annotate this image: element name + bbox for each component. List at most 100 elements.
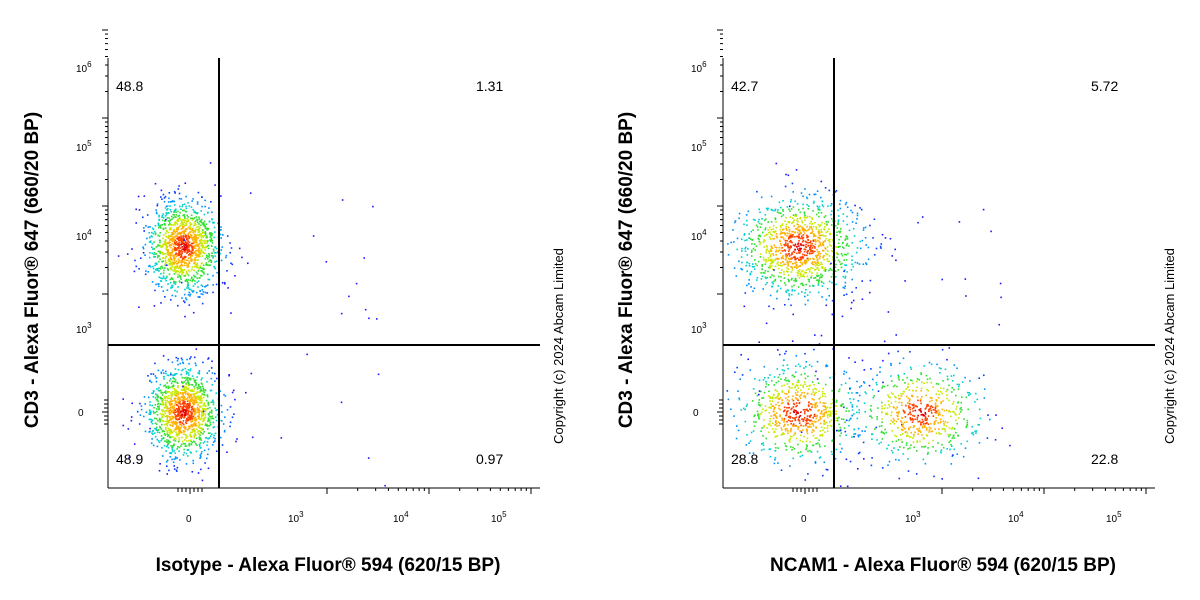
event-point bbox=[166, 459, 169, 462]
event-point bbox=[924, 411, 926, 414]
event-point bbox=[166, 439, 168, 441]
event-point bbox=[819, 277, 821, 279]
event-point bbox=[801, 255, 804, 258]
event-point bbox=[212, 248, 215, 251]
event-point bbox=[822, 249, 824, 252]
event-point bbox=[753, 415, 755, 417]
y-tick-label: 0 bbox=[78, 408, 84, 419]
event-point bbox=[786, 410, 788, 413]
event-point bbox=[187, 279, 190, 281]
event-point bbox=[757, 414, 759, 416]
event-point bbox=[816, 279, 818, 282]
event-point bbox=[207, 437, 209, 440]
event-point bbox=[918, 409, 920, 411]
event-point bbox=[174, 295, 177, 297]
event-point bbox=[177, 254, 179, 257]
event-point bbox=[209, 236, 212, 238]
event-point bbox=[765, 249, 768, 252]
event-point bbox=[844, 281, 847, 284]
event-point bbox=[939, 372, 941, 374]
event-point bbox=[814, 437, 817, 439]
event-point bbox=[214, 184, 216, 186]
event-point bbox=[834, 191, 837, 193]
event-point bbox=[192, 402, 194, 404]
event-point bbox=[809, 268, 811, 271]
event-point bbox=[171, 445, 174, 448]
event-point bbox=[152, 444, 155, 447]
event-point bbox=[196, 237, 199, 239]
event-point bbox=[773, 280, 775, 283]
event-point bbox=[163, 430, 166, 433]
event-point bbox=[348, 295, 350, 298]
event-point bbox=[812, 245, 814, 247]
event-point bbox=[170, 373, 172, 376]
event-point bbox=[157, 256, 159, 259]
event-point bbox=[204, 416, 207, 418]
event-point bbox=[208, 278, 211, 281]
event-point bbox=[190, 413, 193, 416]
event-point bbox=[759, 241, 762, 244]
event-point bbox=[152, 392, 154, 394]
event-point bbox=[174, 270, 177, 273]
event-point bbox=[164, 219, 166, 222]
event-point bbox=[208, 252, 210, 255]
event-point bbox=[803, 213, 806, 215]
event-point bbox=[177, 247, 180, 250]
event-point bbox=[782, 372, 785, 375]
event-point bbox=[775, 447, 777, 449]
event-point bbox=[200, 414, 203, 417]
event-point bbox=[869, 224, 871, 227]
event-point bbox=[177, 385, 179, 387]
event-point bbox=[164, 215, 167, 217]
event-point bbox=[807, 388, 810, 390]
event-point bbox=[806, 225, 808, 228]
event-point bbox=[931, 399, 933, 402]
event-point bbox=[813, 200, 815, 203]
event-point bbox=[937, 409, 939, 412]
event-point bbox=[159, 232, 161, 234]
event-point bbox=[823, 216, 826, 219]
event-point bbox=[881, 233, 884, 236]
event-point bbox=[173, 244, 175, 246]
event-point bbox=[950, 463, 953, 465]
event-point bbox=[224, 281, 226, 284]
panel-isotype: 106 105 104 103 0 0 103 104 105 48.8 1.3… bbox=[22, 29, 566, 576]
event-point bbox=[796, 246, 798, 248]
event-point bbox=[162, 244, 165, 246]
event-point bbox=[178, 428, 181, 431]
event-point bbox=[166, 433, 168, 435]
event-point bbox=[807, 238, 809, 241]
event-point bbox=[938, 432, 940, 434]
event-point bbox=[199, 437, 201, 439]
event-point bbox=[165, 395, 168, 398]
event-point bbox=[799, 259, 802, 262]
event-point bbox=[208, 370, 210, 372]
event-point bbox=[210, 409, 213, 412]
event-point bbox=[767, 207, 769, 210]
panel-ncam1: 106 105 104 103 0 0 103 104 105 42.7 5.7… bbox=[616, 29, 1177, 576]
event-point bbox=[174, 257, 177, 260]
event-point bbox=[172, 423, 174, 425]
event-point bbox=[193, 265, 196, 268]
event-point bbox=[176, 410, 179, 413]
event-point bbox=[762, 442, 764, 444]
event-point bbox=[214, 416, 217, 418]
event-point bbox=[185, 440, 188, 442]
event-point bbox=[153, 241, 155, 243]
event-point bbox=[813, 235, 816, 237]
event-point bbox=[188, 270, 191, 273]
event-point bbox=[155, 246, 158, 248]
event-point bbox=[824, 431, 826, 434]
event-point bbox=[159, 268, 162, 270]
event-point bbox=[179, 397, 181, 400]
event-point bbox=[958, 413, 961, 415]
event-point bbox=[190, 214, 193, 217]
event-point bbox=[226, 235, 229, 237]
event-point bbox=[172, 238, 174, 241]
event-point bbox=[203, 223, 205, 226]
quadrant-bottom-left-value: 48.9 bbox=[116, 451, 143, 467]
event-point bbox=[896, 385, 898, 388]
event-point bbox=[151, 227, 154, 230]
event-point bbox=[160, 428, 163, 430]
event-point bbox=[202, 387, 205, 389]
